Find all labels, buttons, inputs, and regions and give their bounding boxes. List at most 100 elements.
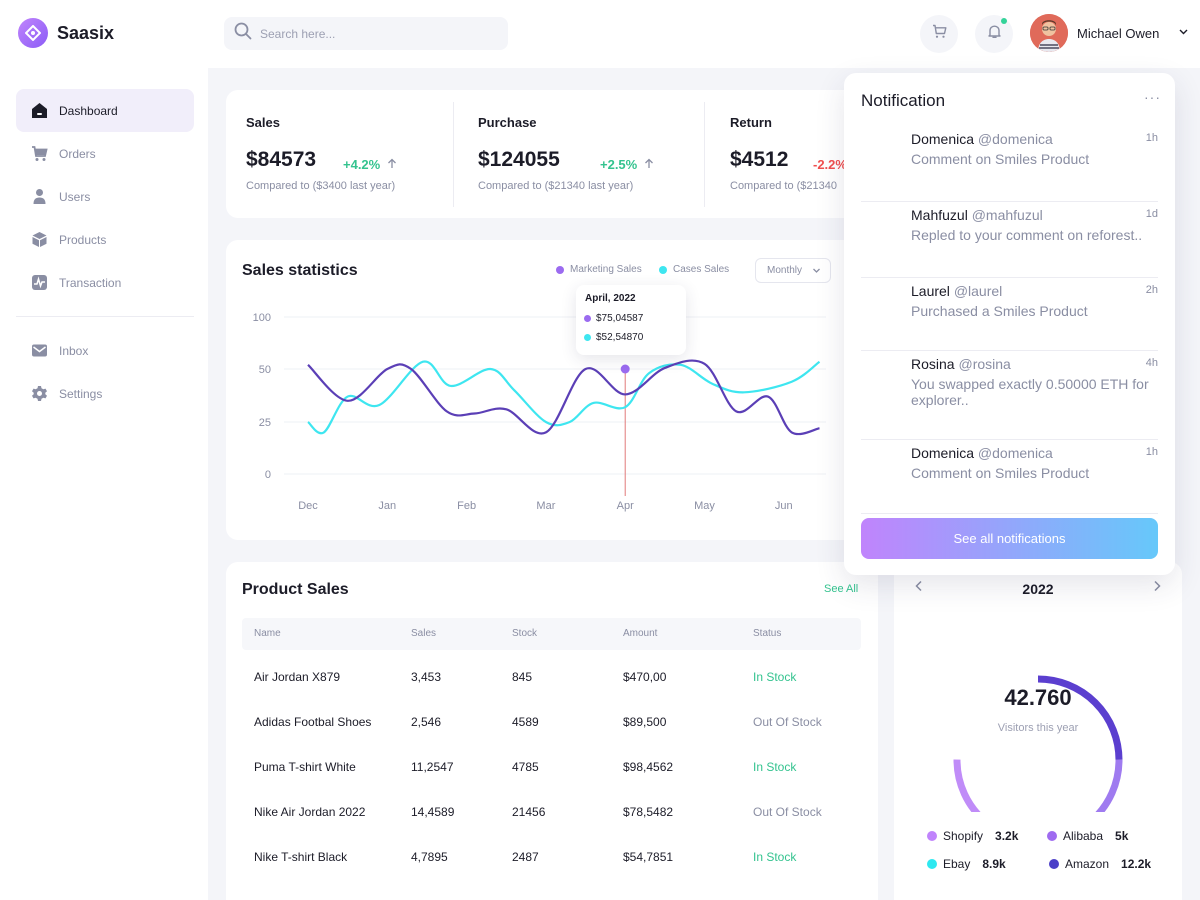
sidebar-item-transaction[interactable]: Transaction	[16, 261, 194, 304]
notification-item[interactable]: Rosina @rosina 4h You swapped exactly 0.50…	[861, 356, 1158, 440]
stat-comparison: Compared to ($21340	[730, 180, 838, 192]
table-cell-sales: 2,546	[411, 715, 442, 729]
transaction-icon	[30, 274, 48, 292]
column-header[interactable]: Amount	[623, 628, 658, 639]
top-header: Michael Owen	[208, 0, 1200, 68]
stat-divider	[704, 102, 705, 207]
source-name: Shopify	[943, 829, 984, 843]
gear-icon	[30, 385, 48, 403]
legend-dot	[584, 334, 591, 341]
tooltip-title: April, 2022	[585, 293, 636, 304]
y-tick-label: 25	[259, 417, 271, 429]
see-all-link[interactable]: See All	[824, 583, 859, 595]
table-cell-stock: 2487	[512, 850, 539, 864]
product-sales-title: Product Sales	[242, 581, 349, 598]
period-select[interactable]: Monthly	[755, 258, 831, 283]
sidebar-item-users[interactable]: Users	[16, 175, 194, 218]
stat-comparison: Compared to ($21340 last year)	[478, 180, 634, 192]
stat-sales: Sales $84573 +4.2% Compared to ($3400 la…	[246, 90, 466, 218]
chevron-right-icon[interactable]	[1152, 579, 1162, 597]
chevron-down-icon	[813, 268, 820, 273]
table-row[interactable]: Puma T-shirt White 11,2547 4785 $98,4562 In …	[242, 745, 861, 790]
notification-item[interactable]: Laurel @laurel 2h Purchased a Smiles Produ…	[861, 283, 1158, 351]
user-icon	[30, 188, 48, 206]
sender-name: Laurel	[911, 283, 950, 299]
notification-item[interactable]: Domenica @domenica 1h Comment on Smiles Pr…	[861, 131, 1158, 202]
table-cell-sales: 3,453	[411, 670, 442, 684]
chevron-left-icon[interactable]	[914, 579, 924, 597]
search-input[interactable]	[260, 26, 490, 41]
notification-item[interactable]: Domenica @domenica 1h Comment on Smiles Pr…	[861, 445, 1158, 514]
sidebar: Saasix Dashboard Orders Users Products	[0, 0, 208, 900]
table-cell-stock: 845	[512, 670, 533, 684]
column-header[interactable]: Status	[753, 628, 782, 639]
tooltip-marketing: $75,04587	[584, 313, 643, 324]
table-cell-status: Out Of Stock	[753, 805, 822, 819]
source-value: 12.2k	[1121, 857, 1152, 871]
sidebar-item-label: Transaction	[59, 275, 122, 290]
x-tick-label: May	[694, 500, 715, 512]
column-header[interactable]: Sales	[411, 628, 437, 639]
brand[interactable]: Saasix	[18, 18, 114, 48]
more-options-icon[interactable]: ···	[1144, 89, 1161, 105]
sidebar-item-dashboard[interactable]: Dashboard	[16, 89, 194, 132]
stat-purchase: Purchase $124055 +2.5% Compared to ($213…	[478, 90, 708, 218]
search-icon[interactable]	[234, 22, 252, 45]
sender-name: Rosina	[911, 356, 955, 372]
stat-value: $4512	[730, 148, 789, 171]
notification-time: 4h	[1145, 357, 1158, 369]
year-navigator: 2022	[894, 562, 1182, 614]
source-ebay: Ebay 8.9k	[927, 857, 1006, 871]
stat-change: +2.5%	[600, 157, 654, 172]
sidebar-item-products[interactable]: Products	[16, 218, 194, 261]
sidebar-item-settings[interactable]: Settings	[16, 372, 194, 415]
chart-title: Sales statistics	[242, 262, 358, 279]
donut-segment-alibaba	[953, 675, 1123, 812]
notification-sender: Laurel @laurel	[911, 283, 1002, 299]
dashboard-icon	[30, 102, 48, 120]
notification-text: Purchased a Smiles Product	[911, 303, 1088, 319]
x-tick-label: Apr	[617, 500, 634, 512]
table-cell-sales: 4,7895	[411, 850, 448, 864]
cart-icon	[30, 145, 48, 163]
source-amazon: Amazon 12.2k	[1049, 857, 1151, 871]
table-cell-stock: 4785	[512, 760, 539, 774]
legend-dot	[556, 265, 564, 274]
series-line-cases-sales	[307, 360, 821, 435]
sidebar-item-inbox[interactable]: Inbox	[16, 329, 194, 372]
box-icon	[30, 231, 48, 249]
tooltip-cases: $52,54870	[584, 332, 643, 343]
sidebar-item-label: Users	[59, 189, 91, 204]
column-header[interactable]: Name	[254, 628, 281, 639]
visitors-label: Visitors this year	[997, 722, 1079, 734]
sidebar-item-orders[interactable]: Orders	[16, 132, 194, 175]
sidebar-item-label: Inbox	[59, 343, 89, 358]
sidebar-item-label: Settings	[59, 386, 103, 401]
period-select-value: Monthly	[767, 265, 803, 276]
sender-name: Domenica	[911, 445, 975, 461]
legend-dot	[584, 315, 591, 322]
notification-title: Notification	[861, 91, 946, 110]
sales-line-chart: 0 25 50 100 Dec Jan Feb Mar Apr May Jun	[253, 312, 826, 512]
table-row[interactable]: Air Jordan X879 3,453 845 $470,00 In Stock	[242, 655, 861, 700]
sidebar-divider	[16, 316, 194, 317]
notification-item[interactable]: Mahfuzul @mahfuzul 1d Repled to your comme…	[861, 207, 1158, 278]
legend-dot	[659, 265, 667, 274]
notification-sender: Rosina @rosina	[911, 356, 1011, 372]
y-tick-label: 100	[253, 312, 271, 324]
table-row[interactable]: Nike T-shirt Black 4,7895 2487 $54,7851 In S…	[242, 835, 861, 880]
series-line-marketing-sales	[307, 359, 820, 436]
notification-button[interactable]	[975, 15, 1013, 53]
table-cell-amount: $98,4562	[623, 760, 674, 774]
column-header[interactable]: Stock	[512, 628, 538, 639]
cart-button[interactable]	[920, 15, 958, 53]
sender-handle: @domenica	[977, 445, 1053, 461]
table-row[interactable]: Nike Air Jordan 2022 14,4589 21456 $78,5482…	[242, 790, 861, 835]
table-cell-sales: 11,2547	[411, 760, 454, 774]
x-tick-label: Jan	[378, 500, 396, 512]
source-alibaba: Alibaba 5k	[1047, 829, 1128, 843]
table-cell-stock: 4589	[512, 715, 539, 729]
table-row[interactable]: Adidas Footbal Shoes 2,546 4589 $89,500 Out …	[242, 700, 861, 745]
see-all-notifications-button[interactable]: See all notifications	[861, 518, 1158, 559]
user-profile-menu[interactable]: Michael Owen	[1030, 14, 1189, 52]
